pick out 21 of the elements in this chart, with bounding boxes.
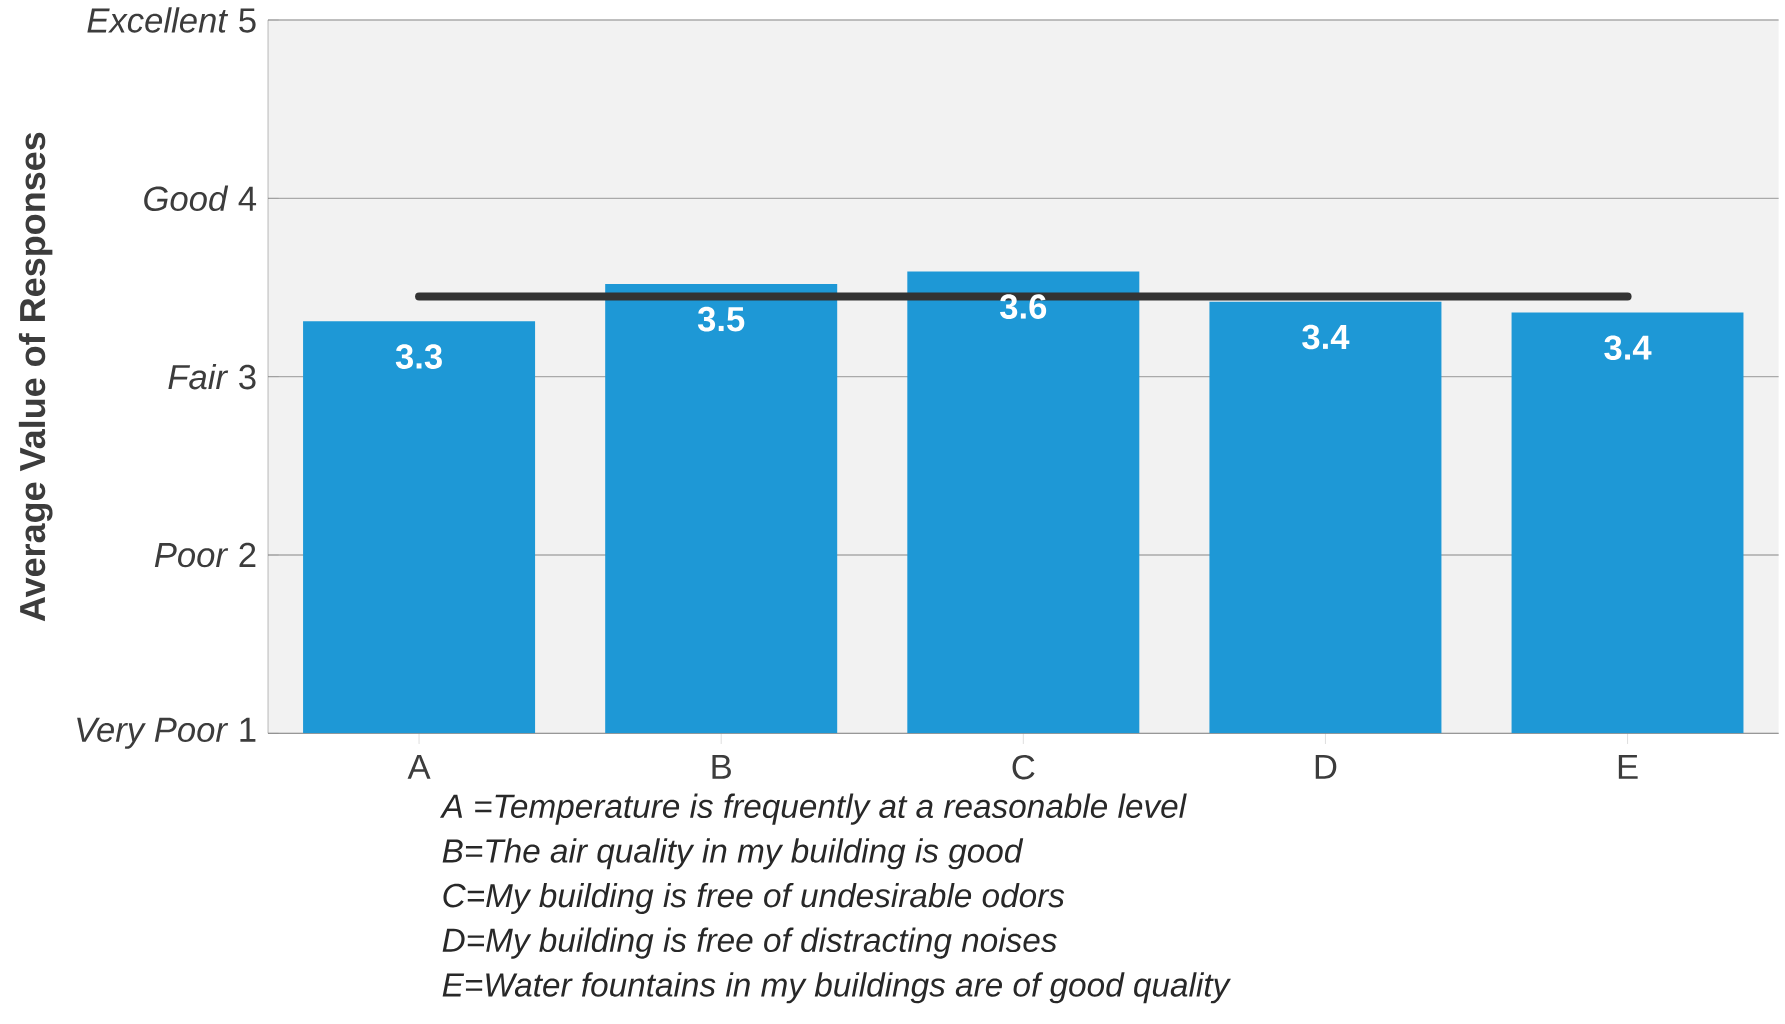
data-label: 3.4	[1302, 324, 1350, 350]
x-tick-label: E	[1618, 754, 1638, 779]
x-tick-label: A	[407, 754, 431, 779]
y-axis-title: Average Value of Responses	[18, 132, 53, 622]
x-tick-label: D	[1315, 754, 1337, 779]
y-tick-label: Very Poor 1	[77, 717, 256, 749]
text: D=My building is free of distracting noises	[442, 927, 1057, 959]
y-tick-label: Fair 3	[168, 363, 256, 390]
y-tick-label: Excellent 5	[87, 7, 256, 33]
data-label: 3.3	[395, 344, 442, 369]
text: C=My building is free of undesirable odors	[443, 882, 1065, 914]
x-tick-label: B	[712, 754, 731, 779]
y-tick-label: Poor 2	[154, 542, 256, 568]
text: B=The air quality in my building is good	[442, 838, 1024, 870]
y-tick-label: Good 4	[144, 185, 257, 212]
data-label: 3.5	[697, 306, 745, 332]
text: E=Water fountains in my buildings are of good quality	[442, 972, 1231, 1004]
x-tick-label: C	[1012, 754, 1035, 780]
data-label: 3.6	[1000, 294, 1047, 319]
data-label: 3.4	[1604, 335, 1652, 360]
text: A =Temperature is frequently at a reasonable level	[439, 793, 1187, 825]
